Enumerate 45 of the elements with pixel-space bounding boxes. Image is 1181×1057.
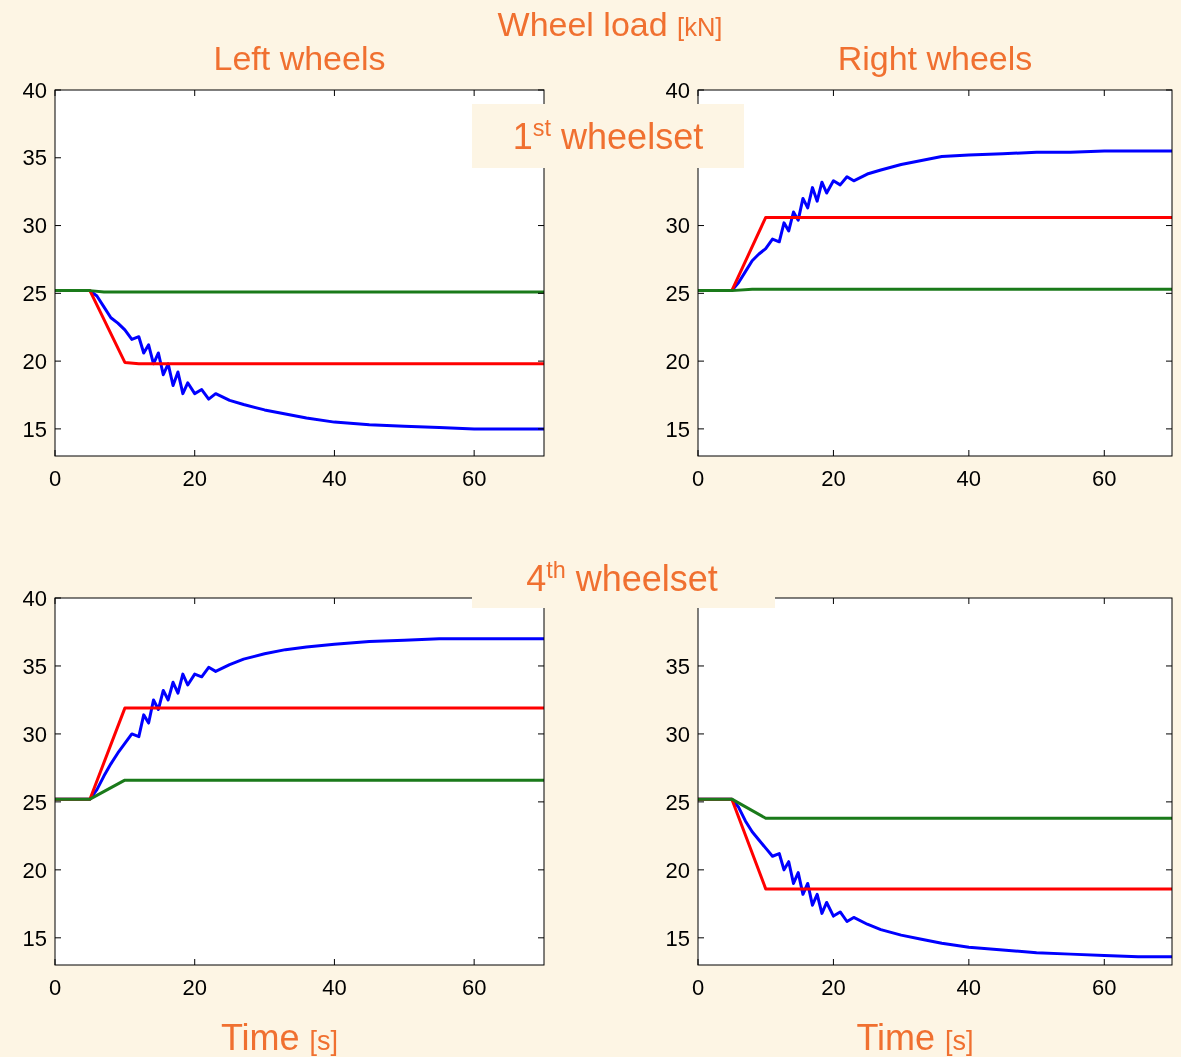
y-tick-label: 30 [22, 721, 47, 747]
y-tick-label: 20 [665, 857, 690, 883]
x-tick-label: 40 [956, 975, 982, 1000]
chart-subtitle: Right wheels [837, 39, 1033, 77]
x-tick-label: 60 [461, 466, 487, 491]
y-tick-label: 25 [665, 281, 690, 307]
y-tick-label: 35 [22, 653, 47, 679]
x-tick-label: 20 [821, 975, 846, 1000]
x-tick-label: 60 [461, 975, 487, 1000]
x-tick-label: 20 [821, 466, 846, 491]
y-tick-label: 25 [665, 789, 690, 815]
y-tick-label: 30 [665, 721, 690, 747]
y-tick-label: 35 [665, 653, 690, 679]
x-tick-label: 40 [956, 466, 982, 491]
annotation: 1$^{st}$ wheelset [512, 115, 704, 157]
x-tick-label: 60 [1092, 466, 1117, 491]
x-tick-label: 60 [1092, 975, 1117, 1000]
x-tick-label: 0 [48, 975, 62, 1000]
y-tick-label: 40 [22, 585, 47, 611]
y-tick-label: 20 [665, 348, 690, 374]
x-tick-label: 0 [691, 466, 705, 491]
y-tick-label: 15 [665, 416, 690, 442]
y-tick-label: 35 [22, 145, 47, 171]
x-axis-title: Time [s] [856, 1017, 974, 1057]
x-tick-label: 40 [322, 466, 347, 491]
annotation: 4$^{th}$ wheelset [526, 557, 718, 599]
y-tick-label: 40 [665, 77, 690, 103]
y-tick-label: 40 [22, 77, 47, 103]
chart-title: Wheel load [kN] [497, 5, 723, 43]
y-tick-label: 25 [22, 789, 47, 815]
y-tick-label: 15 [665, 925, 690, 951]
y-tick-label: 30 [665, 213, 690, 239]
x-tick-label: 0 [691, 975, 705, 1000]
y-tick-label: 20 [22, 348, 47, 374]
x-axis-title: Time [s] [220, 1017, 339, 1057]
y-tick-label: 25 [22, 281, 47, 307]
y-tick-label: 15 [22, 925, 47, 951]
x-tick-label: 40 [322, 975, 347, 1000]
y-tick-label: 20 [22, 857, 47, 883]
y-tick-label: 30 [22, 213, 47, 239]
x-tick-label: 0 [48, 466, 62, 491]
x-tick-label: 20 [182, 975, 207, 1000]
x-tick-label: 20 [182, 466, 207, 491]
y-tick-label: 15 [22, 416, 47, 442]
chart-subtitle: Left wheels [213, 39, 386, 77]
